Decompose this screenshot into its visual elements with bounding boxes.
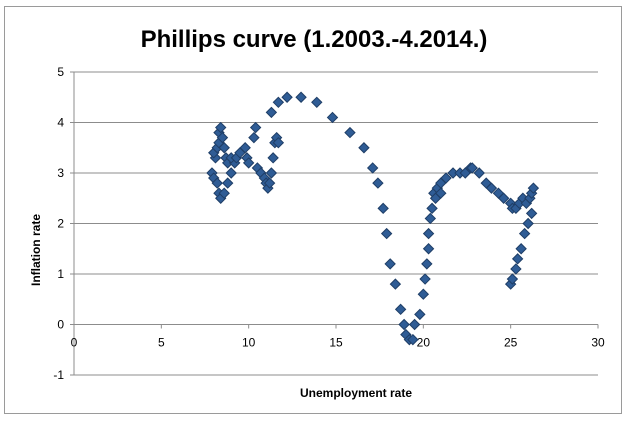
data-point: [249, 121, 262, 134]
data-point: [295, 91, 307, 103]
y-tick-label: 0: [57, 318, 64, 332]
y-tick-label: 3: [57, 166, 64, 180]
y-axis-title: Inflation rate: [29, 214, 43, 286]
data-point: [225, 167, 237, 179]
data-point: [527, 182, 540, 194]
x-tick-label: 10: [242, 336, 256, 350]
data-point: [272, 96, 285, 109]
y-tick-label: -1: [53, 368, 64, 382]
data-point: [522, 217, 534, 230]
x-tick-label: 0: [71, 336, 78, 350]
data-point: [466, 162, 478, 174]
data-point: [389, 278, 402, 290]
data-points: [206, 91, 540, 346]
data-point: [380, 227, 393, 240]
chart-title: Phillips curve (1.2003.-4.2014.): [141, 26, 488, 53]
x-axis-title: Unemployment rate: [300, 386, 412, 400]
data-point: [422, 243, 435, 255]
data-point: [377, 202, 389, 215]
data-point: [216, 131, 229, 144]
data-point: [384, 258, 396, 270]
data-point: [372, 177, 384, 189]
data-point: [218, 142, 230, 154]
data-point: [525, 207, 538, 220]
data-point: [414, 308, 426, 321]
data-point: [215, 121, 227, 134]
data-point: [424, 212, 437, 225]
data-point: [326, 111, 339, 124]
y-tick-label: 1: [57, 267, 64, 281]
data-point: [497, 192, 510, 204]
data-point: [272, 136, 285, 149]
y-tick-label: 4: [57, 116, 64, 130]
x-tick-label: 30: [591, 336, 605, 350]
data-point: [242, 157, 255, 169]
x-tick-label: 20: [417, 336, 431, 350]
data-point: [506, 273, 519, 285]
data-point: [440, 172, 452, 184]
data-point: [518, 227, 531, 240]
data-point: [248, 131, 260, 144]
data-point: [358, 142, 370, 154]
data-point: [422, 227, 435, 240]
y-tick-label: 5: [57, 65, 64, 79]
data-point: [485, 182, 498, 194]
data-point: [407, 333, 419, 346]
axes: [70, 71, 599, 376]
data-point: [510, 263, 522, 275]
data-point: [366, 162, 379, 174]
data-point: [515, 243, 527, 255]
data-point: [218, 187, 230, 199]
data-point: [394, 303, 407, 316]
data-point: [265, 106, 278, 119]
data-point: [265, 167, 278, 179]
gridlines: [74, 71, 598, 376]
data-point: [263, 177, 276, 189]
x-tick-label: 15: [329, 336, 343, 350]
x-tick-labels: 0 5 10 15 20 25 30: [71, 336, 605, 350]
data-point: [511, 253, 524, 265]
data-point: [211, 177, 223, 189]
data-point: [398, 318, 410, 331]
data-point: [426, 202, 438, 215]
data-point: [344, 126, 356, 139]
x-tick-label: 25: [504, 336, 518, 350]
data-point: [267, 152, 279, 164]
y-tick-labels: -1 0 1 2 3 4 5: [53, 65, 64, 382]
data-point: [417, 288, 430, 300]
y-tick-label: 2: [57, 217, 64, 231]
x-tick-label: 5: [158, 336, 165, 350]
data-point: [239, 142, 251, 154]
data-point: [435, 187, 447, 199]
data-point: [419, 273, 431, 285]
data-point: [408, 318, 421, 331]
data-point: [473, 167, 485, 179]
data-point: [421, 258, 433, 270]
data-point: [311, 96, 323, 109]
data-point: [281, 91, 293, 103]
data-point: [221, 177, 234, 189]
